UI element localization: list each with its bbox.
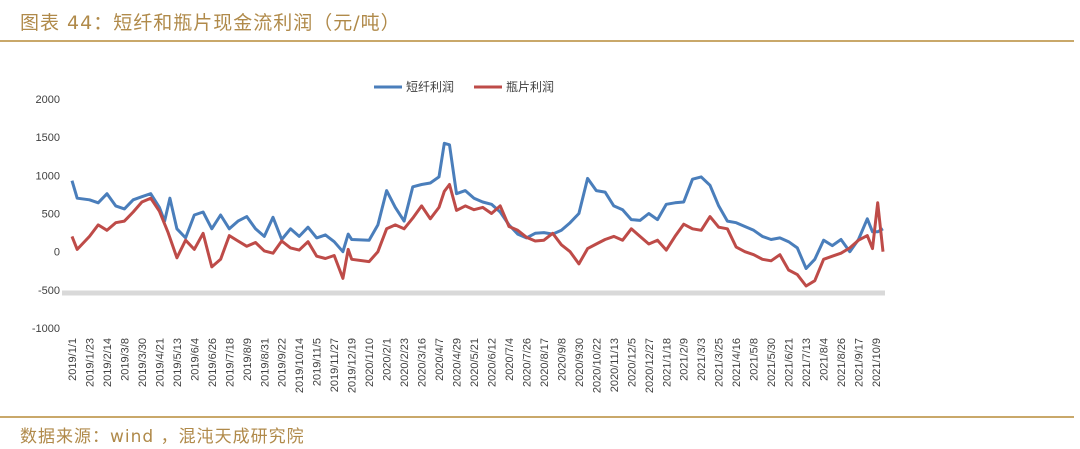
x-tick-label: 2020/4/7 [434, 338, 446, 381]
legend-label-short-fiber: 短纤利润 [406, 80, 454, 94]
x-tick-label: 2021/8/4 [819, 338, 831, 381]
x-tick-label: 2019/6/26 [207, 338, 219, 387]
x-tick-label: 2021/5/8 [749, 338, 761, 381]
x-tick-label: 2019/9/22 [277, 338, 289, 387]
header-rule [0, 40, 1074, 42]
x-tick-label: 2020/8/17 [539, 338, 551, 387]
x-tick-label: 2020/3/16 [417, 338, 429, 387]
x-tick-label: 2021/7/13 [801, 338, 813, 387]
x-tick-label: 2019/1/23 [84, 338, 96, 387]
x-tick-label: 2021/6/21 [784, 338, 796, 387]
y-tick-label: -500 [38, 285, 60, 297]
x-tick-label: 2019/6/4 [189, 338, 201, 381]
x-tick-label: 2019/2/14 [102, 338, 114, 387]
page-title: 图表 44：短纤和瓶片现金流利润（元/吨） [20, 12, 401, 34]
x-tick-label: 2019/8/9 [242, 338, 254, 381]
x-tick-label: 2020/10/22 [591, 338, 603, 393]
x-tick-label: 2019/1/1 [67, 338, 79, 381]
x-tick-label: 2019/3/30 [137, 338, 149, 387]
y-tick-label: 500 [42, 209, 60, 221]
x-tick-label: 2020/7/26 [521, 338, 533, 387]
x-tick-label: 2020/12/27 [644, 338, 656, 393]
x-tick-label: 2020/1/10 [364, 338, 376, 387]
x-tick-label: 2021/3/25 [714, 338, 726, 387]
y-tick-label: -1000 [32, 323, 60, 335]
y-axis-ticks: 2000 1500 1000 500 0 -500 -1000 [32, 94, 60, 335]
negative-band [62, 290, 885, 296]
x-tick-label: 2021/9/17 [854, 338, 866, 387]
y-tick-label: 1000 [36, 170, 60, 182]
x-tick-label: 2021/1/18 [661, 338, 673, 387]
y-tick-label: 2000 [36, 94, 60, 106]
x-tick-label: 2021/2/9 [679, 338, 691, 381]
x-tick-label: 2021/10/9 [871, 338, 883, 387]
x-tick-label: 2020/11/13 [609, 338, 621, 392]
source-note: 数据来源：wind ，混沌天成研究院 [20, 427, 305, 447]
x-tick-label: 2020/4/29 [452, 338, 464, 387]
legend: 短纤利润 瓶片利润 [374, 80, 554, 94]
x-tick-label: 2019/11/27 [329, 338, 341, 392]
x-axis-ticks: 2019/1/1 2019/1/23 2019/2/14 2019/3/8 2019/3… [67, 338, 883, 393]
x-tick-label: 2020/7/4 [504, 338, 516, 381]
x-tick-label: 2020/6/12 [486, 338, 498, 387]
x-tick-label: 2019/8/31 [259, 338, 271, 387]
x-tick-label: 2019/12/19 [347, 338, 359, 393]
x-tick-label: 2020/9/30 [574, 338, 586, 387]
y-tick-label: 0 [54, 247, 60, 259]
footer-rule [0, 416, 1074, 418]
x-tick-label: 2019/7/18 [224, 338, 236, 387]
x-tick-label: 2021/8/26 [836, 338, 848, 387]
x-tick-label: 2019/11/5 [312, 338, 324, 386]
legend-label-bottle-chip: 瓶片利润 [506, 80, 554, 94]
series-line-bottle-chip [70, 183, 885, 288]
series-lines [70, 141, 885, 288]
x-tick-label: 2020/2/23 [399, 338, 411, 387]
x-tick-label: 2020/9/8 [556, 338, 568, 381]
series-line-short-fiber [70, 141, 884, 270]
x-tick-label: 2019/10/14 [294, 338, 306, 393]
x-tick-label: 2021/5/30 [766, 338, 778, 387]
x-tick-label: 2019/3/8 [119, 338, 131, 381]
x-tick-label: 2020/2/1 [382, 338, 394, 381]
x-tick-label: 2021/3/3 [696, 338, 708, 381]
x-tick-label: 2021/4/16 [731, 338, 743, 387]
y-tick-label: 1500 [36, 132, 60, 144]
x-tick-label: 2020/5/21 [469, 338, 481, 387]
x-tick-label: 2020/12/5 [626, 338, 638, 387]
x-tick-label: 2019/5/13 [172, 338, 184, 387]
x-tick-label: 2019/4/21 [154, 338, 166, 387]
